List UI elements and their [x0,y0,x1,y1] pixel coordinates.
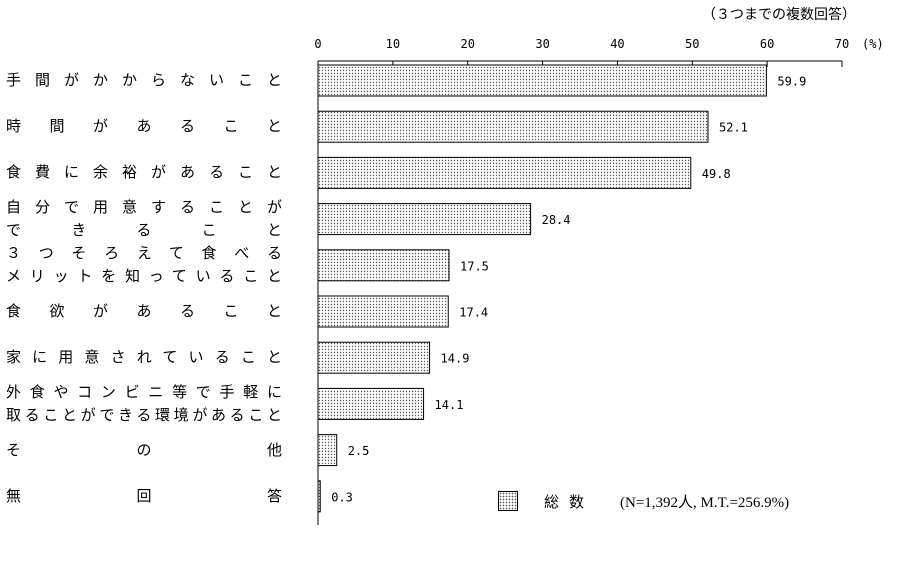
category-label-line: 無回答 [6,486,282,505]
bar-value-label: 17.4 [459,306,488,320]
bar-value-label: 59.9 [777,75,806,89]
category-label-line: 食費に余裕があること [6,163,282,182]
category-label-line: できること [6,221,282,240]
bar [317,295,449,328]
bar-value-label: 14.1 [435,398,464,412]
x-tick-label: 0 [314,37,321,51]
category-label-line: 家に用意されていること [6,348,282,367]
x-tick-label: 20 [460,37,474,51]
bar-value-label: 52.1 [719,121,748,135]
category-label-line: 自分で用意することが [6,198,282,217]
bar-value-label: 28.4 [542,213,571,227]
legend-series-name: 総数 [544,492,595,511]
legend: 総数 (N=1,392人, M.T.=256.9%) [498,490,789,512]
legend-swatch [498,491,518,511]
bar-value-label: 14.9 [441,352,470,366]
bar [317,64,767,97]
category-label-line: メリットを知っていること [6,267,282,286]
bar [317,249,450,282]
category-label-line: 取ることができる環境があること [6,405,282,424]
x-axis-unit: (%) [862,37,884,51]
x-tick-label: 50 [685,37,699,51]
bar [317,203,532,236]
bar [317,110,709,143]
category-label-line: 手間がかからないこと [6,71,282,89]
category-label-line: その他 [6,440,282,459]
x-tick-label: 40 [610,37,624,51]
bar [317,341,431,374]
category-label-line: 外食やコンビニ等で手軽に [6,382,282,401]
x-tick-label: 70 [835,37,849,51]
x-tick-label: 10 [386,37,400,51]
note-multiple-answers: （３つまでの複数回答） [702,7,856,23]
legend-sample-info: (N=1,392人, M.T.=256.9%) [620,494,790,511]
x-tick-label: 60 [760,37,774,51]
category-label-line: ３つそろえて食べる [6,244,282,263]
bar [317,434,338,467]
category-label-line: 時間があること [6,117,282,136]
bar [317,156,692,189]
bar-value-label: 17.5 [460,259,489,273]
category-label-line: 食欲があること [6,302,282,320]
bar-value-label: 0.3 [331,490,353,504]
bar-value-label: 2.5 [348,444,370,458]
x-tick-label: 30 [535,37,549,51]
bar [317,480,321,513]
bar-value-label: 49.8 [702,167,731,181]
bar [317,387,425,420]
